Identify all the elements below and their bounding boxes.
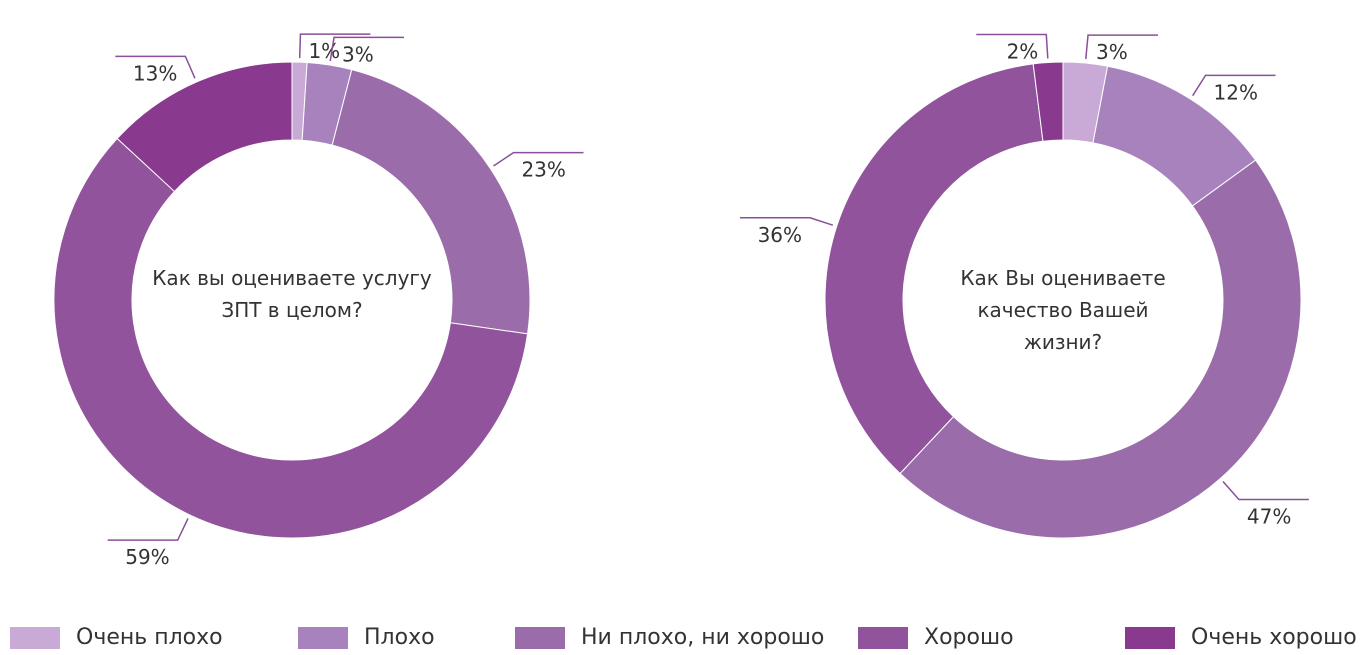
leader-line — [740, 217, 834, 226]
legend-swatch — [515, 626, 565, 649]
donut-segment — [53, 137, 529, 539]
donut-segment — [899, 159, 1302, 539]
legend: Очень плохо Плохо Ни плохо, ни хорошо Хорош… — [10, 625, 1360, 651]
data-label: 3% — [1096, 40, 1128, 64]
data-label: 12% — [1214, 80, 1258, 104]
data-label: 23% — [521, 158, 565, 182]
leader-line — [1192, 74, 1276, 97]
legend-label: Хорошо — [924, 625, 1014, 650]
data-label: 47% — [1247, 505, 1291, 529]
donut-segment — [1032, 61, 1064, 142]
legend-label: Очень хорошо — [1191, 625, 1357, 650]
leader-line — [1222, 481, 1309, 501]
donut-segment — [824, 63, 1044, 475]
legend-label: Ни плохо, ни хорошо — [581, 625, 825, 650]
leader-line — [115, 55, 196, 79]
data-label: 36% — [758, 223, 802, 247]
center-title: Как вы оцениваете услугу ЗПТ в целом? — [152, 266, 432, 322]
data-label: 3% — [342, 42, 374, 66]
data-label: 2% — [1007, 40, 1039, 64]
leader-line — [493, 151, 584, 167]
data-label: 59% — [125, 545, 169, 569]
charts: 1% 3%23%59%13%3%12%47%36%2% — [53, 33, 1309, 569]
leader-line — [1085, 34, 1159, 60]
center-title: Как Вы оцениваете качество Вашей жизни? — [960, 266, 1166, 354]
donut-segment — [116, 61, 293, 193]
legend-swatch — [858, 626, 908, 649]
legend-swatch — [10, 626, 60, 649]
legend-item: Очень плохо — [10, 625, 223, 650]
leader-line — [107, 518, 189, 541]
legend-label: Плохо — [364, 625, 435, 650]
legend-item: Хорошо — [858, 625, 1014, 650]
data-label: 13% — [133, 61, 177, 85]
leader-line — [329, 36, 405, 62]
legend-item: Плохо — [298, 625, 435, 650]
legend-item: Очень хорошо — [1125, 625, 1357, 650]
leader-line — [298, 33, 371, 59]
legend-label: Очень плохо — [76, 625, 223, 650]
donut-segment — [331, 69, 531, 335]
data-label: 1% — [308, 39, 340, 63]
legend-swatch — [298, 626, 348, 649]
legend-item: Ни плохо, ни хорошо — [515, 625, 824, 650]
legend-swatch — [1125, 626, 1175, 649]
leader-line — [976, 33, 1049, 59]
